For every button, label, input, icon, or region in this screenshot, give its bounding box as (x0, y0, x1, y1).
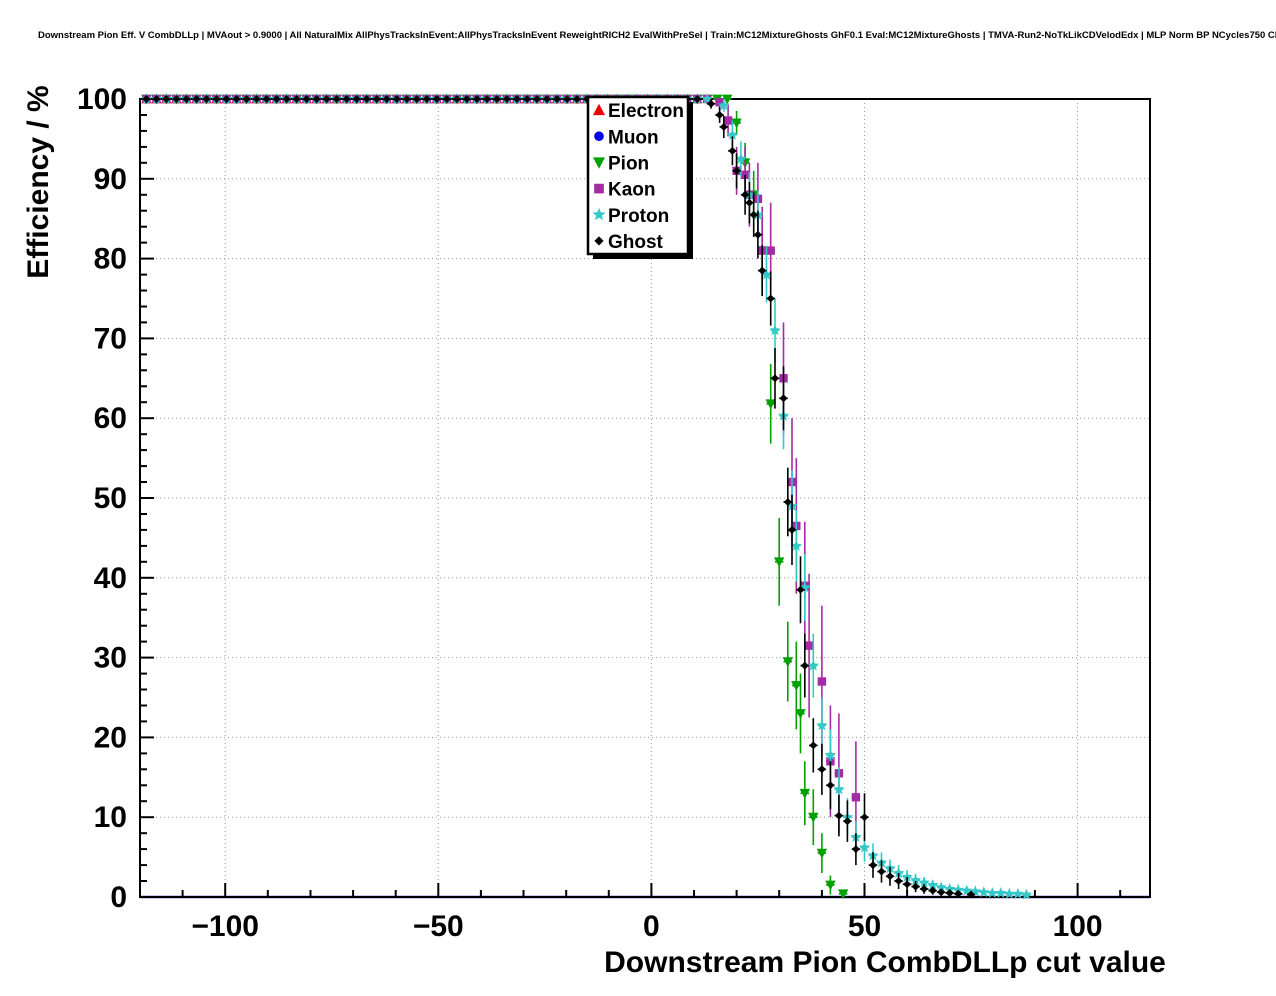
legend-entry-kaon: Kaon (594, 180, 656, 201)
legend-entry-proton: Proton (592, 206, 669, 227)
svg-text:80: 80 (94, 243, 127, 276)
legend-entry-muon: Muon (594, 127, 659, 148)
x-tick-labels: −100 −50 0 50 100 (191, 910, 1102, 943)
series-ghost (142, 95, 976, 899)
y-axis-ticks (140, 98, 154, 898)
svg-text:0: 0 (110, 881, 127, 914)
y-axis-title: Efficiency / % (22, 85, 55, 278)
svg-text:90: 90 (94, 163, 127, 196)
y-tick-labels: 0 10 20 30 40 50 60 70 80 90 100 (77, 83, 127, 914)
svg-text:70: 70 (94, 322, 127, 355)
legend-label-electron: Electron (608, 101, 684, 122)
legend-label-proton: Proton (608, 206, 669, 227)
series-kaon (142, 94, 861, 854)
legend-label-muon: Muon (608, 127, 659, 148)
series-proton (140, 93, 1033, 900)
svg-text:−50: −50 (413, 910, 464, 943)
svg-text:100: 100 (77, 83, 127, 116)
svg-text:10: 10 (94, 801, 127, 834)
legend-label-kaon: Kaon (608, 180, 656, 201)
legend-label-ghost: Ghost (608, 232, 664, 253)
svg-text:50: 50 (94, 482, 127, 515)
legend-entry-electron: Electron (592, 101, 684, 122)
series-pion (141, 94, 849, 900)
legend-entry-ghost: Ghost (594, 232, 664, 253)
legend-box (586, 95, 690, 256)
x-axis-ticks (139, 883, 1122, 897)
svg-text:60: 60 (94, 402, 127, 435)
svg-text:30: 30 (94, 642, 127, 675)
svg-text:50: 50 (848, 910, 881, 943)
x-axis-title: Downstream Pion CombDLLp cut value (604, 946, 1166, 979)
svg-text:20: 20 (94, 721, 127, 754)
plot-header-title: Downstream Pion Eff. V CombDLLp | MVAout… (38, 30, 1276, 41)
svg-text:−100: −100 (191, 910, 259, 943)
svg-text:100: 100 (1053, 910, 1103, 943)
legend: Electron Muon Pion Kaon Proton Ghost (586, 95, 693, 259)
svg-text:0: 0 (643, 910, 660, 943)
svg-text:40: 40 (94, 562, 127, 595)
legend-entry-pion: Pion (592, 153, 649, 174)
legend-label-pion: Pion (608, 153, 649, 174)
